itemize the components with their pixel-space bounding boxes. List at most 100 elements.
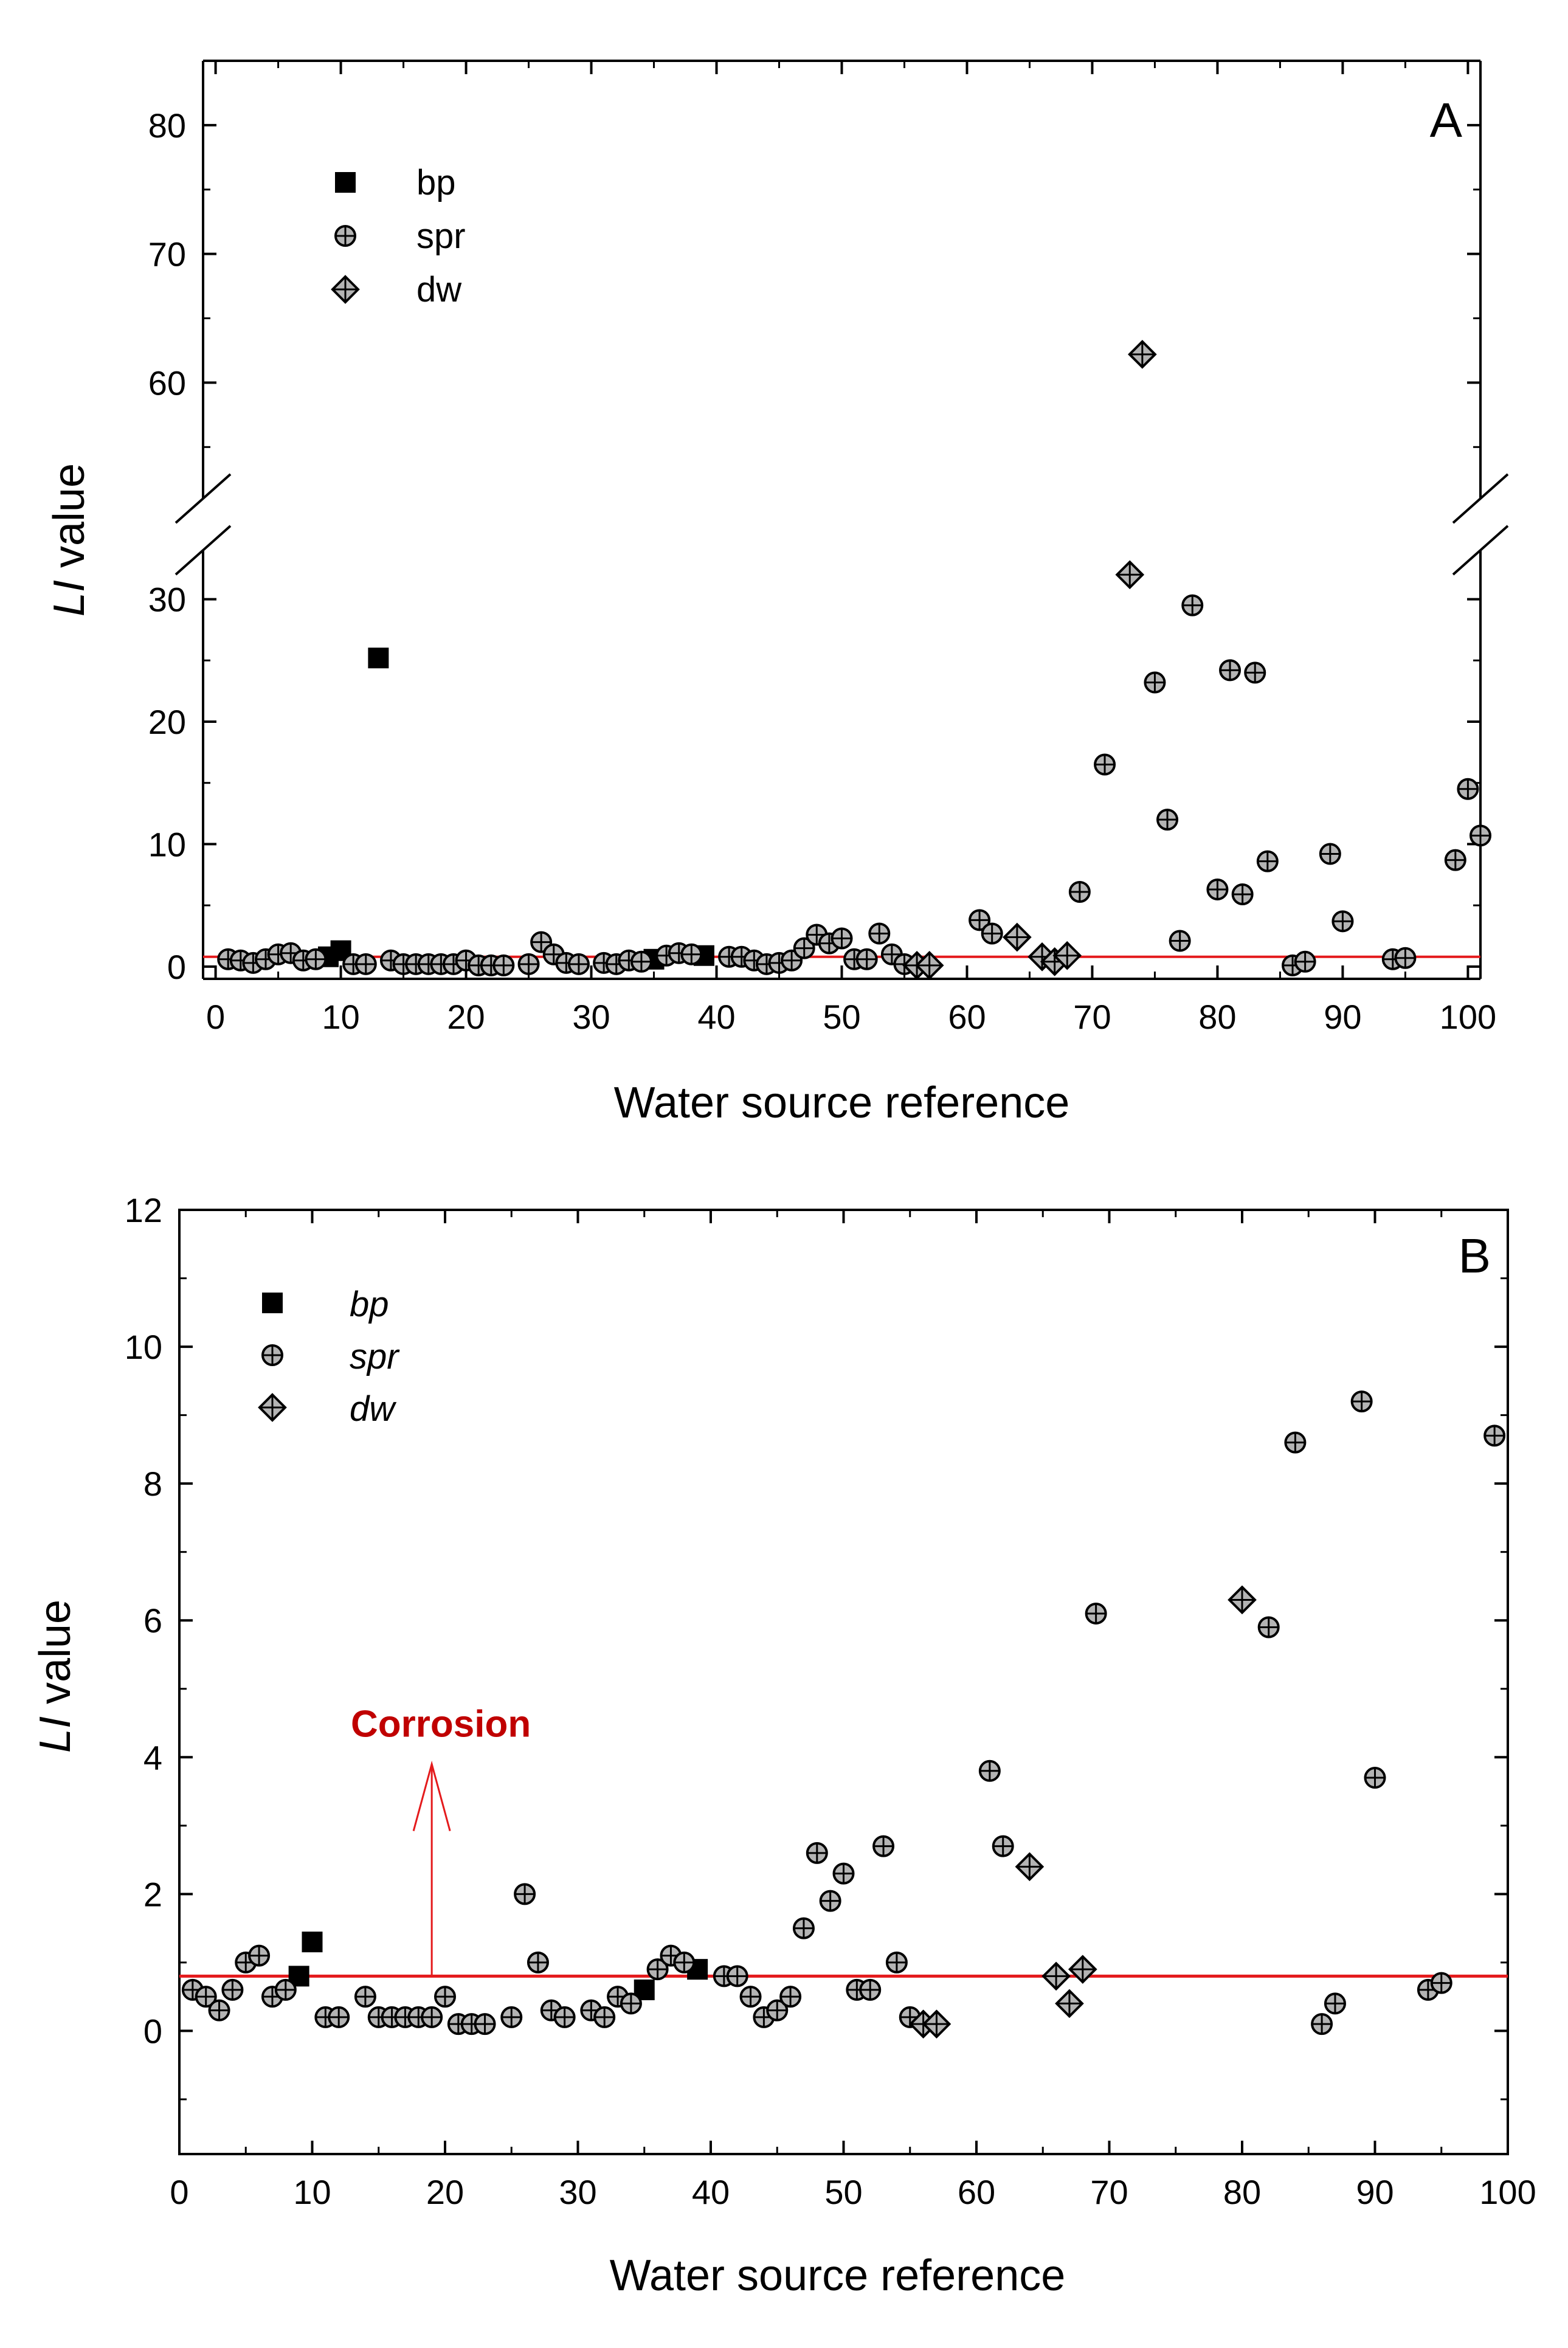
data-point-spr bbox=[739, 1986, 762, 2008]
y-tick-label: 70 bbox=[148, 235, 186, 274]
x-axis-b: 0 10 20 30 40 50 60 70 80 90 100 bbox=[170, 1210, 1536, 2211]
corrosion-label: Corrosion bbox=[351, 1704, 531, 1745]
data-point-dw bbox=[1003, 922, 1032, 952]
x-tick-label: 0 bbox=[170, 2173, 188, 2211]
data-point-spr bbox=[855, 948, 878, 970]
data-point-spr bbox=[1319, 843, 1341, 865]
x-tick-label: 40 bbox=[692, 2173, 730, 2211]
x-tick-label: 60 bbox=[948, 998, 986, 1036]
data-point-dw bbox=[922, 2009, 952, 2039]
data-point-spr bbox=[1219, 659, 1242, 682]
data-point-spr bbox=[1364, 1767, 1386, 1789]
y-axis-title-b: LI value bbox=[31, 1600, 80, 1753]
x-tick-label: 90 bbox=[1324, 998, 1361, 1036]
data-point-spr bbox=[969, 909, 991, 931]
data-point-spr bbox=[1206, 878, 1229, 900]
data-points-a bbox=[217, 339, 1491, 980]
data-point-spr bbox=[832, 1862, 855, 1885]
data-point-spr bbox=[726, 1965, 748, 1987]
x-tick-label: 100 bbox=[1440, 998, 1496, 1036]
legend-marker-bp bbox=[335, 172, 356, 193]
x-tick-label: 30 bbox=[559, 2173, 596, 2211]
y-tick-label: 6 bbox=[143, 1601, 162, 1640]
data-point-spr bbox=[1169, 930, 1191, 952]
x-tick-label: 100 bbox=[1479, 2173, 1536, 2211]
data-point-spr bbox=[1394, 947, 1417, 969]
data-point-dw bbox=[1228, 1585, 1257, 1615]
data-point-spr bbox=[630, 950, 652, 973]
y-axis-a: 0 10 20 30 60 70 80 bbox=[148, 60, 1480, 986]
data-point-dw bbox=[1015, 1852, 1045, 1882]
legend-marker-bp bbox=[262, 1293, 283, 1313]
data-point-dw bbox=[914, 951, 944, 980]
data-point-spr bbox=[1068, 880, 1091, 903]
data-point-spr bbox=[779, 1986, 802, 2008]
legend-a: bp spr dw bbox=[331, 163, 466, 309]
data-point-spr bbox=[673, 1951, 696, 1973]
x-tick-label: 0 bbox=[206, 998, 225, 1036]
data-point-spr bbox=[305, 948, 327, 970]
data-point-spr bbox=[517, 953, 540, 975]
data-point-spr bbox=[1331, 910, 1354, 933]
plot-frame-a bbox=[202, 60, 1482, 980]
data-point-spr bbox=[1350, 1390, 1373, 1413]
data-point-spr bbox=[680, 943, 703, 965]
y-axis-b: 0 2 4 6 8 10 12 bbox=[125, 1191, 1508, 2101]
data-point-spr bbox=[992, 1835, 1014, 1857]
data-point-spr bbox=[492, 954, 515, 976]
corrosion-arrow bbox=[412, 1760, 451, 1977]
axis-break-marks-a bbox=[174, 473, 1509, 576]
legend-marker-dw bbox=[331, 275, 360, 304]
legend-marker-spr bbox=[261, 1344, 283, 1366]
data-point-spr bbox=[1470, 824, 1491, 847]
data-point-spr bbox=[221, 1978, 244, 2001]
data-point-spr bbox=[208, 1999, 230, 2022]
data-point-spr bbox=[354, 953, 377, 975]
y-tick-label: 4 bbox=[143, 1738, 162, 1777]
x-tick-label: 70 bbox=[1073, 998, 1111, 1036]
data-point-spr bbox=[1231, 883, 1254, 906]
y-tick-label: 10 bbox=[148, 825, 186, 863]
legend-label-bp: bp bbox=[350, 1285, 389, 1324]
legend-label-dw: dw bbox=[350, 1389, 396, 1429]
data-point-spr bbox=[831, 927, 853, 950]
x-tick-label: 90 bbox=[1356, 2173, 1394, 2211]
data-point-spr bbox=[500, 2006, 523, 2028]
data-point-spr bbox=[1257, 1616, 1280, 1638]
data-point-spr bbox=[978, 1759, 1001, 1782]
x-tick-label: 10 bbox=[293, 2173, 331, 2211]
data-point-spr bbox=[328, 2006, 350, 2028]
panel-label-b: B bbox=[1459, 1229, 1491, 1283]
data-point-spr bbox=[553, 2006, 576, 2028]
data-point-spr bbox=[646, 1958, 669, 1981]
legend-b: bp spr dw bbox=[258, 1285, 400, 1429]
y-tick-label: 0 bbox=[167, 948, 186, 986]
y-tick-label: 20 bbox=[148, 703, 186, 741]
legend-label-spr: spr bbox=[350, 1337, 400, 1376]
data-point-spr bbox=[354, 1986, 376, 2008]
data-point-dw bbox=[1041, 1961, 1071, 1991]
data-point-spr bbox=[1156, 809, 1179, 831]
y-axis-title-italic: LI bbox=[31, 1716, 80, 1753]
data-point-spr bbox=[1430, 1972, 1452, 1994]
x-axis-title-b: Water source reference bbox=[610, 2251, 1066, 2300]
panel-label-a: A bbox=[1430, 93, 1463, 147]
y-tick-label: 80 bbox=[148, 106, 186, 145]
legend-label-dw: dw bbox=[416, 270, 462, 309]
data-point-spr bbox=[1244, 661, 1266, 684]
data-point-spr bbox=[514, 1883, 536, 1905]
x-tick-label: 40 bbox=[697, 998, 735, 1036]
x-tick-label: 80 bbox=[1198, 998, 1236, 1036]
data-point-spr bbox=[1294, 950, 1316, 973]
data-point-spr bbox=[527, 1951, 549, 1973]
x-tick-label: 80 bbox=[1223, 2173, 1261, 2211]
y-tick-label: 2 bbox=[143, 1875, 162, 1913]
data-point-spr bbox=[1324, 1992, 1346, 2015]
data-point-dw bbox=[1115, 560, 1145, 590]
data-point-spr bbox=[792, 1917, 815, 1939]
data-point-bp bbox=[302, 1932, 323, 1953]
data-point-spr bbox=[1085, 1602, 1107, 1625]
data-point-spr bbox=[620, 1992, 642, 2015]
legend-marker-dw bbox=[258, 1393, 287, 1422]
